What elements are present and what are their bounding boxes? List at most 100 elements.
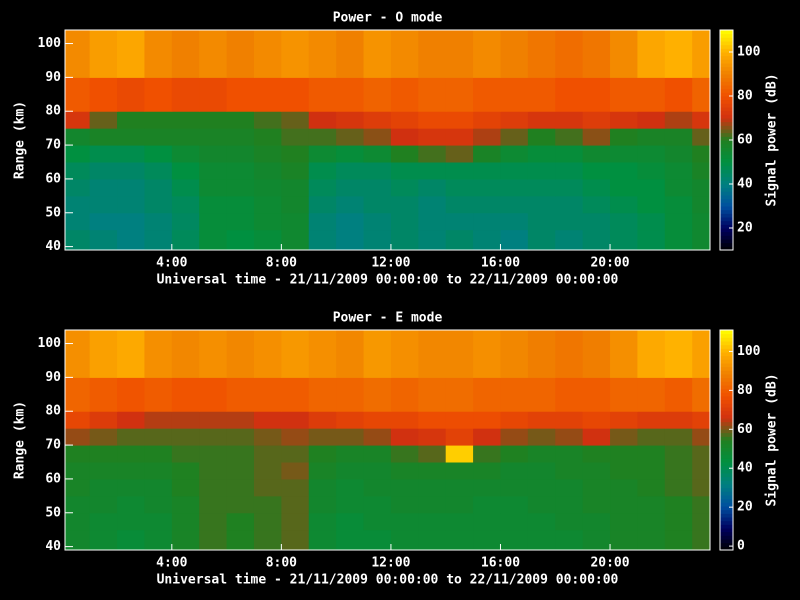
heatmap-cell	[117, 111, 145, 129]
heatmap-cell	[418, 445, 447, 463]
heatmap-cell	[610, 428, 638, 446]
heatmap-cell	[199, 229, 228, 251]
heatmap-cell	[226, 462, 255, 480]
colorbar-segment	[720, 125, 733, 130]
colorbar-segment	[720, 92, 733, 97]
heatmap-cell	[336, 512, 365, 531]
heatmap-cell	[500, 111, 529, 129]
heatmap-cell	[445, 195, 474, 214]
colorbar-segment	[720, 502, 733, 507]
colorbar-segment	[720, 491, 733, 496]
heatmap-cell	[555, 512, 584, 531]
heatmap-cell	[171, 162, 200, 180]
heatmap-cell	[527, 495, 556, 514]
colorbar-segment	[720, 81, 733, 86]
heatmap-cell	[390, 212, 419, 231]
heatmap-cell	[308, 212, 337, 231]
x-tick-label: 16:00	[481, 556, 520, 571]
x-tick-label: 20:00	[590, 556, 629, 571]
colorbar-segment	[720, 52, 733, 57]
colorbar-segment	[720, 418, 733, 423]
colorbar-segment	[720, 359, 733, 364]
heatmap-cell	[390, 512, 419, 531]
heatmap-cell	[253, 162, 282, 180]
colorbar-segment	[720, 30, 733, 35]
heatmap-cell	[171, 495, 200, 514]
chart-title: Power - O mode	[333, 11, 443, 26]
heatmap-cell	[281, 30, 310, 78]
colorbar-segment	[720, 195, 733, 200]
colorbar-segment	[720, 348, 733, 353]
heatmap-cell	[281, 128, 310, 146]
heatmap-cell	[692, 128, 711, 146]
heatmap-cell	[473, 512, 501, 531]
heatmap-cell	[582, 178, 611, 197]
y-axis-label: Range (km)	[13, 401, 28, 479]
heatmap-cell	[692, 212, 711, 231]
heatmap-cell	[117, 445, 145, 463]
colorbar-segment	[720, 140, 733, 145]
heatmap-cell	[527, 128, 556, 146]
colorbar-segment	[720, 184, 733, 189]
heatmap-cell	[445, 30, 474, 78]
heatmap-cell	[610, 411, 638, 429]
heatmap-cell	[473, 411, 501, 429]
heatmap-cell	[390, 111, 419, 129]
colorbar-segment	[720, 88, 733, 93]
heatmap-cell	[610, 330, 638, 378]
heatmap-cell	[390, 330, 419, 378]
heatmap-cell	[527, 377, 556, 412]
heatmap-cell	[527, 195, 556, 214]
heatmap-cell	[308, 478, 337, 497]
heatmap-cell	[89, 495, 118, 514]
heatmap-cell	[610, 178, 638, 197]
y-tick-label: 90	[45, 370, 61, 385]
heatmap-cell	[199, 445, 228, 463]
heatmap-cell	[308, 428, 337, 446]
heatmap-cell	[336, 478, 365, 497]
heatmap-cell	[363, 428, 392, 446]
heatmap-cell	[144, 529, 173, 551]
heatmap-cell	[582, 195, 611, 214]
heatmap-cell	[445, 111, 474, 129]
heatmap-cell	[473, 212, 501, 231]
colorbar-segment	[720, 337, 733, 342]
x-tick-label: 4:00	[156, 556, 187, 571]
y-tick-label: 50	[45, 205, 61, 220]
heatmap-cell	[226, 111, 255, 129]
heatmap-cell	[336, 428, 365, 446]
colorbar-segment	[720, 151, 733, 156]
heatmap-cell	[253, 377, 282, 412]
heatmap-cell	[281, 428, 310, 446]
heatmap-cell	[610, 529, 638, 551]
colorbar-segment	[720, 374, 733, 379]
colorbar-segment	[720, 341, 733, 346]
heatmap-cell	[527, 445, 556, 463]
colorbar-segment	[720, 531, 733, 536]
colorbar-segment	[720, 436, 733, 441]
heatmap-cell	[527, 77, 556, 112]
x-axis-label: Universal time - 21/11/2009 00:00:00 to …	[157, 573, 619, 588]
heatmap-cell	[144, 145, 173, 163]
heatmap-cell	[65, 195, 91, 214]
heatmap-cell	[555, 212, 584, 231]
heatmap-cell	[226, 178, 255, 197]
heatmap-cell	[445, 411, 474, 429]
heatmap-cell	[582, 428, 611, 446]
heatmap-cell	[610, 162, 638, 180]
x-tick-label: 8:00	[266, 256, 297, 271]
y-tick-label: 70	[45, 438, 61, 453]
colorbar-segment	[720, 136, 733, 141]
heatmap-cell	[363, 445, 392, 463]
heatmap-cell	[637, 128, 666, 146]
colorbar-segment	[720, 242, 733, 247]
heatmap-cell	[692, 229, 711, 251]
heatmap-cell	[65, 478, 91, 497]
heatmap-cell	[89, 229, 118, 251]
heatmap-cell	[390, 195, 419, 214]
colorbar-segment	[720, 107, 733, 112]
heatmap-cell	[117, 77, 145, 112]
colorbar-segment	[720, 454, 733, 459]
heatmap-cell	[500, 478, 529, 497]
heatmap-cell	[253, 330, 282, 378]
